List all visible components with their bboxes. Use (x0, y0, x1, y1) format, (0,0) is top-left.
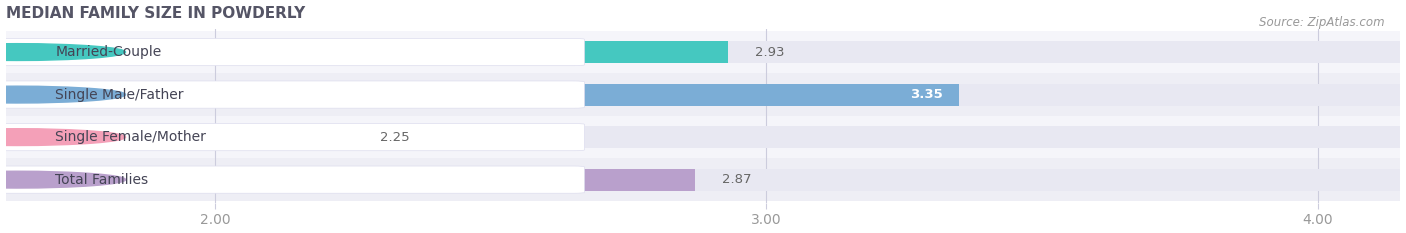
Bar (6, 169, 1400, 191)
Bar (6, 126, 1400, 148)
Bar (6, 31, 1400, 73)
FancyBboxPatch shape (0, 166, 585, 193)
Circle shape (0, 129, 125, 146)
Text: 2.25: 2.25 (381, 131, 411, 144)
Text: 3.35: 3.35 (910, 88, 943, 101)
Text: MEDIAN FAMILY SIZE IN POWDERLY: MEDIAN FAMILY SIZE IN POWDERLY (6, 6, 305, 21)
Text: Married-Couple: Married-Couple (55, 45, 162, 59)
Bar (6, 126, 353, 148)
Text: Source: ZipAtlas.com: Source: ZipAtlas.com (1260, 16, 1385, 29)
Circle shape (0, 44, 125, 60)
Bar (6, 83, 959, 106)
Text: 2.87: 2.87 (723, 173, 752, 186)
Text: Total Families: Total Families (55, 173, 148, 187)
FancyBboxPatch shape (0, 81, 585, 108)
Circle shape (0, 171, 125, 188)
Bar (6, 83, 1400, 106)
Bar (6, 169, 695, 191)
Bar (6, 41, 728, 63)
Text: Single Male/Father: Single Male/Father (55, 88, 184, 102)
Bar (6, 116, 1400, 158)
FancyBboxPatch shape (0, 123, 585, 151)
Bar (6, 41, 1400, 63)
Text: Single Female/Mother: Single Female/Mother (55, 130, 207, 144)
Bar (6, 158, 1400, 201)
FancyBboxPatch shape (0, 38, 585, 66)
Bar (6, 73, 1400, 116)
Circle shape (0, 86, 125, 103)
Text: 2.93: 2.93 (755, 46, 785, 58)
